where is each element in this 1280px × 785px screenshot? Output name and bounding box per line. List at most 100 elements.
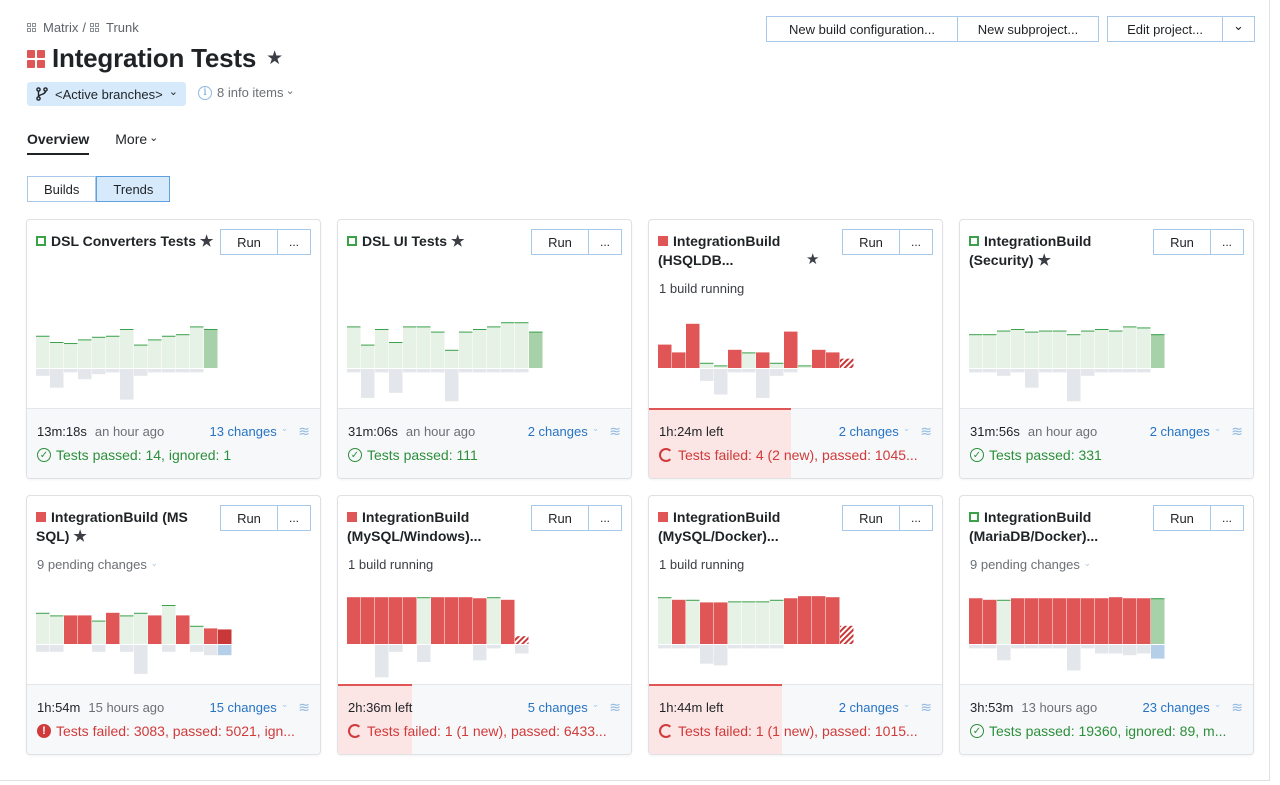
trend-bar[interactable]: [50, 615, 64, 644]
more-actions-button[interactable]: ...: [900, 505, 933, 531]
build-result[interactable]: ✓ Tests passed: 14, ignored: 1: [37, 447, 312, 463]
trend-bar[interactable]: [347, 326, 361, 368]
trend-bar[interactable]: [1151, 334, 1165, 368]
trend-bar[interactable]: [840, 625, 854, 644]
trend-bar[interactable]: [700, 602, 714, 644]
trend-bar[interactable]: [375, 597, 389, 644]
trend-bar[interactable]: [784, 598, 798, 644]
trend-bar[interactable]: [770, 362, 784, 368]
build-config-title[interactable]: IntegrationBuild (MySQL/Windows)...: [347, 508, 532, 546]
trend-bar[interactable]: [983, 334, 997, 368]
build-config-title[interactable]: DSL UI Tests ★: [347, 232, 532, 251]
trend-bar[interactable]: [658, 344, 672, 368]
trend-bar[interactable]: [36, 335, 50, 368]
build-result[interactable]: ! Tests failed: 3083, passed: 5021, ign..…: [37, 723, 312, 739]
trend-bar[interactable]: [92, 336, 106, 368]
branch-selector[interactable]: <Active branches> ⌄: [27, 82, 186, 106]
trend-bar[interactable]: [204, 628, 218, 644]
trend-bar[interactable]: [134, 612, 148, 644]
edit-project-dropdown[interactable]: ⌄: [1223, 16, 1255, 42]
favorite-star-icon[interactable]: ★: [806, 251, 820, 268]
trend-bar[interactable]: [798, 365, 812, 368]
breadcrumb-child[interactable]: Trunk: [106, 20, 139, 35]
layers-icon[interactable]: ≋: [920, 423, 932, 439]
trend-bar[interactable]: [1151, 598, 1165, 644]
trend-bar[interactable]: [770, 599, 784, 644]
trend-bar[interactable]: [1123, 598, 1137, 644]
more-actions-button[interactable]: ...: [900, 229, 933, 255]
changes-link[interactable]: 5 changes ⌄: [528, 699, 600, 715]
changes-link[interactable]: 13 changes ⌄: [209, 423, 288, 439]
favorite-star-icon[interactable]: ★: [1037, 252, 1051, 269]
trend-bar[interactable]: [784, 331, 798, 368]
trend-bar[interactable]: [826, 352, 840, 368]
trend-bar[interactable]: [487, 597, 501, 644]
trend-bar[interactable]: [728, 349, 742, 368]
changes-link[interactable]: 2 changes ⌄: [839, 699, 911, 715]
trend-bar[interactable]: [812, 596, 826, 644]
edit-project-button[interactable]: Edit project...: [1107, 16, 1223, 42]
build-config-card[interactable]: DSL Converters Tests ★ Run ... 13m:18s a…: [26, 219, 321, 479]
more-actions-button[interactable]: ...: [589, 505, 622, 531]
build-result[interactable]: ✓ Tests passed: 111: [348, 447, 623, 463]
info-items[interactable]: i 8 info items ⌄: [198, 85, 295, 100]
build-duration[interactable]: 1h:44m left: [659, 700, 724, 715]
build-config-title[interactable]: IntegrationBuild (HSQLDB...: [658, 232, 843, 270]
trend-bar[interactable]: [997, 599, 1011, 644]
build-duration[interactable]: 2h:36m left: [348, 700, 413, 715]
changes-link[interactable]: 15 changes ⌄: [209, 699, 288, 715]
build-config-card[interactable]: IntegrationBuild (MariaDB/Docker)... Run…: [959, 495, 1254, 755]
trend-bar[interactable]: [64, 343, 78, 368]
trend-bar[interactable]: [459, 597, 473, 644]
build-result[interactable]: Tests failed: 1 (1 new), passed: 1015...: [659, 723, 934, 739]
trend-bar[interactable]: [997, 330, 1011, 368]
more-actions-button[interactable]: ...: [278, 229, 311, 255]
trend-bar[interactable]: [78, 615, 92, 644]
trend-bar[interactable]: [1137, 598, 1151, 644]
trend-bar[interactable]: [417, 597, 431, 644]
build-config-card[interactable]: IntegrationBuild (MS SQL) ★ Run ... 9 pe…: [26, 495, 321, 755]
trend-bar[interactable]: [515, 636, 529, 644]
trend-bar[interactable]: [1067, 334, 1081, 368]
more-actions-button[interactable]: ...: [1211, 229, 1244, 255]
trend-bar[interactable]: [1011, 598, 1025, 644]
trend-bar[interactable]: [686, 323, 700, 368]
trend-bar[interactable]: [106, 335, 120, 368]
trend-bar[interactable]: [148, 339, 162, 368]
changes-link[interactable]: 23 changes ⌄: [1142, 699, 1221, 715]
trend-bar[interactable]: [672, 599, 686, 644]
trend-bar[interactable]: [162, 605, 176, 644]
trend-bar[interactable]: [756, 352, 770, 368]
layers-icon[interactable]: ≋: [609, 699, 621, 715]
layers-icon[interactable]: ≋: [609, 423, 621, 439]
more-actions-button[interactable]: ...: [1211, 505, 1244, 531]
favorite-star-icon[interactable]: ★: [73, 528, 87, 545]
run-button[interactable]: Run: [220, 505, 278, 531]
trend-bar[interactable]: [134, 344, 148, 368]
tab-more[interactable]: More ⌄: [115, 131, 158, 155]
run-button[interactable]: Run: [531, 229, 589, 255]
build-config-subtitle[interactable]: 1 build running: [348, 557, 433, 572]
build-result[interactable]: Tests failed: 4 (2 new), passed: 1045...: [659, 447, 934, 463]
trend-bar[interactable]: [431, 331, 445, 368]
build-result[interactable]: ✓ Tests passed: 331: [970, 447, 1245, 463]
trend-bar[interactable]: [686, 599, 700, 644]
trend-bar[interactable]: [672, 352, 686, 368]
trend-bar[interactable]: [798, 596, 812, 644]
trend-bar[interactable]: [148, 615, 162, 644]
trend-bar[interactable]: [756, 601, 770, 644]
trend-bar[interactable]: [1081, 330, 1095, 368]
trend-bar[interactable]: [714, 602, 728, 644]
trend-bar[interactable]: [714, 365, 728, 368]
trend-bar[interactable]: [1039, 598, 1053, 644]
trend-bar[interactable]: [204, 329, 218, 368]
trend-bar[interactable]: [361, 597, 375, 644]
trend-bar[interactable]: [826, 597, 840, 644]
trend-bar[interactable]: [1053, 598, 1067, 644]
trend-bar[interactable]: [190, 625, 204, 644]
trend-bar[interactable]: [347, 597, 361, 644]
trend-bar[interactable]: [1053, 330, 1067, 368]
trend-bar[interactable]: [459, 331, 473, 368]
trend-bar[interactable]: [487, 326, 501, 368]
trend-bar[interactable]: [742, 601, 756, 644]
